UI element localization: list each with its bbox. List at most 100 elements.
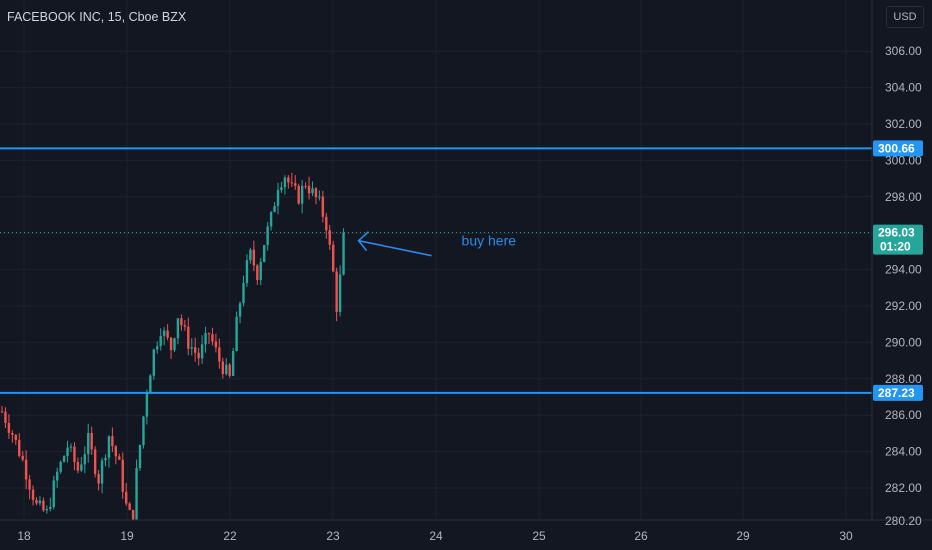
time-axis-ticks: 18 19 22 23 24 25 26 29 30 xyxy=(17,529,853,543)
candle-body xyxy=(297,185,300,204)
candle-body xyxy=(156,346,159,350)
candle-body xyxy=(173,338,176,351)
candle-body xyxy=(335,271,338,312)
currency-button[interactable]: USD xyxy=(886,6,924,28)
candle-body xyxy=(169,337,173,351)
candle-body xyxy=(180,318,183,326)
candle-body xyxy=(49,507,52,510)
time-tick-label: 18 xyxy=(17,529,31,543)
candle-body xyxy=(269,212,273,227)
candle-body xyxy=(318,196,321,198)
candle-body xyxy=(314,188,318,198)
candle-body xyxy=(93,449,97,474)
candle-body xyxy=(228,364,231,376)
candle-body xyxy=(31,489,35,500)
time-tick-label: 29 xyxy=(736,529,750,543)
candle-body xyxy=(135,468,138,532)
time-tick-label: 24 xyxy=(429,529,443,543)
chart-title: FACEBOOK INC, 15, Cboe BZX xyxy=(7,10,187,24)
candle-body xyxy=(149,375,152,393)
candle-body xyxy=(73,446,76,462)
candle-body xyxy=(83,454,86,465)
candle-body xyxy=(118,456,121,460)
price-tick-label: 288.00 xyxy=(885,372,922,386)
candle-body xyxy=(328,230,331,245)
candle-body xyxy=(252,249,256,266)
candle-body xyxy=(114,446,118,457)
grid-lines xyxy=(0,0,872,522)
candle-body xyxy=(197,352,200,359)
candle-body xyxy=(276,190,280,206)
candle-body xyxy=(221,361,224,375)
time-axis[interactable] xyxy=(0,520,932,550)
candle-body xyxy=(190,347,193,349)
candle-body xyxy=(59,461,62,472)
candle-body xyxy=(14,434,17,440)
candle-body xyxy=(111,436,114,447)
candle-body xyxy=(18,439,21,456)
candle-body xyxy=(321,196,325,217)
time-tick-label: 25 xyxy=(532,529,546,543)
candle-body xyxy=(0,411,4,413)
candle-body xyxy=(100,460,104,484)
candle-body xyxy=(256,265,259,281)
candle-body xyxy=(280,187,283,191)
last-price-tag-bg xyxy=(873,224,923,255)
candle-body xyxy=(7,423,11,434)
price-tick-label: 302.00 xyxy=(885,117,922,131)
time-tick-label: 22 xyxy=(223,529,237,543)
candle-body xyxy=(38,500,42,504)
candle-body xyxy=(142,416,145,446)
candle-body xyxy=(56,471,59,481)
candle-body xyxy=(152,349,155,376)
candle-body xyxy=(128,503,131,510)
candle-body xyxy=(35,499,38,504)
candle-body xyxy=(200,344,204,359)
candle-body xyxy=(307,185,311,194)
candle-body xyxy=(107,436,111,458)
candle-body xyxy=(204,333,207,345)
price-tick-label: 282.00 xyxy=(885,481,922,495)
price-axis-ticks: 280.20 282.00 284.00 286.00 288.00 290.00 292.… xyxy=(885,44,922,528)
price-tick-label: 280.20 xyxy=(885,514,922,528)
candle-body xyxy=(62,456,66,462)
candle-body xyxy=(290,182,293,184)
annotation-text: buy here xyxy=(462,233,517,249)
time-tick-label: 30 xyxy=(839,529,853,543)
price-tick-label: 284.00 xyxy=(885,445,922,459)
candle-body xyxy=(218,347,221,362)
price-tick-label: 300.00 xyxy=(885,153,922,167)
candle-body xyxy=(166,330,169,338)
candle-body xyxy=(80,464,83,471)
time-tick-label: 19 xyxy=(120,529,134,543)
candle-body xyxy=(90,433,93,450)
candle-body xyxy=(249,249,252,261)
price-tick-label: 304.00 xyxy=(885,81,922,95)
candle-body xyxy=(311,188,314,194)
candle-body xyxy=(42,500,45,511)
candle-body xyxy=(52,480,55,508)
candle-body xyxy=(332,244,335,272)
candle-body xyxy=(24,459,28,480)
level-tag xyxy=(873,140,923,157)
candle-body xyxy=(235,316,238,352)
candle-body xyxy=(183,325,187,327)
candle-body xyxy=(11,433,14,435)
candle-body xyxy=(87,433,90,455)
candle-body xyxy=(242,283,245,304)
arrow-icon xyxy=(357,231,432,257)
time-tick-label: 23 xyxy=(326,529,340,543)
candle-body xyxy=(97,473,100,484)
time-tick-label: 26 xyxy=(634,529,648,543)
candle-body xyxy=(214,341,218,348)
candle-body xyxy=(145,392,149,417)
countdown-label: 01:20 xyxy=(880,240,911,254)
price-axis[interactable] xyxy=(872,0,932,550)
candle-body xyxy=(159,335,162,347)
candle-body xyxy=(4,411,7,424)
candle-body xyxy=(76,461,80,471)
price-tick-label: 290.00 xyxy=(885,335,922,349)
